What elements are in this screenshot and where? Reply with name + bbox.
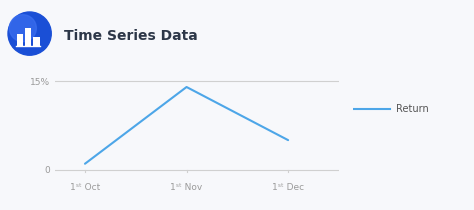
Circle shape [9, 15, 36, 42]
Text: Return: Return [396, 104, 429, 114]
Circle shape [8, 12, 51, 55]
Text: Time Series Data: Time Series Data [64, 29, 198, 43]
Bar [33, 37, 39, 46]
Bar [25, 28, 31, 46]
Bar [17, 34, 23, 46]
